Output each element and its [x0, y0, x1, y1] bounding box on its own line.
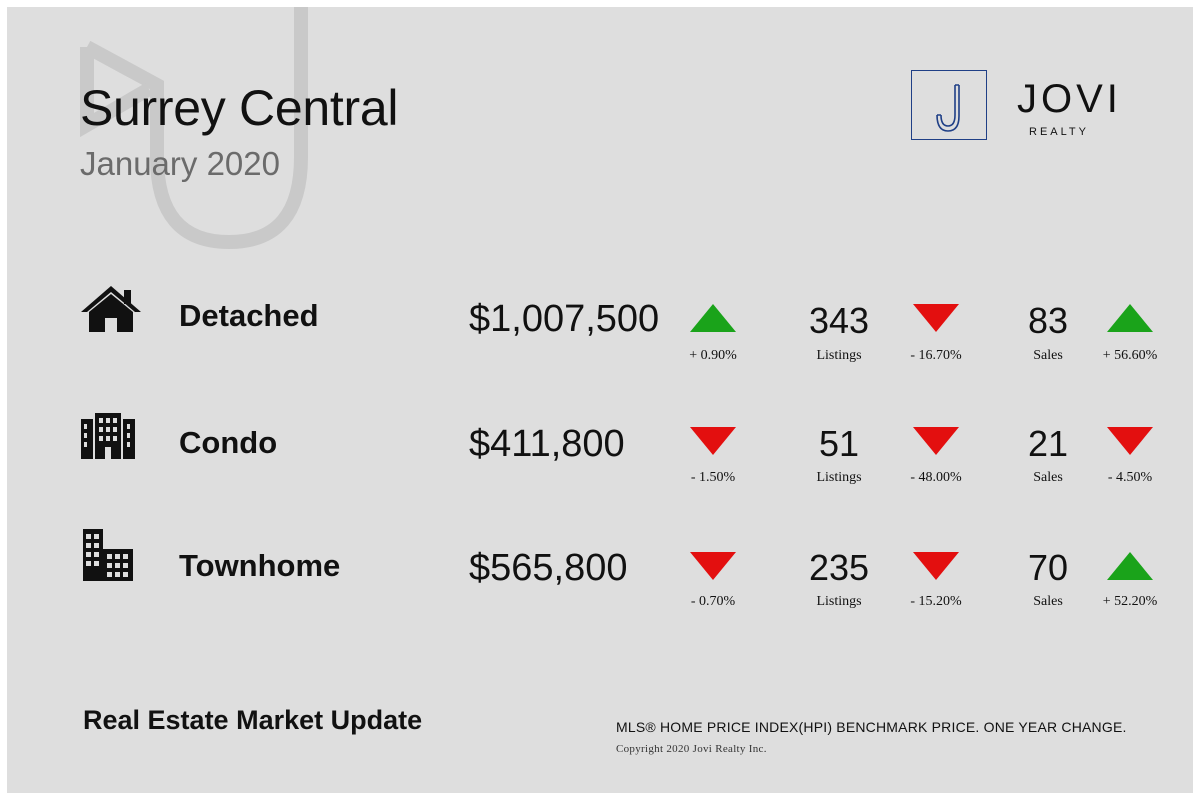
page-subtitle: January 2020 — [80, 145, 280, 182]
listings-count: 235 — [808, 547, 870, 588]
arrow-down-icon — [690, 552, 736, 580]
listings-change-text: - 48.00% — [910, 470, 962, 485]
hpi-note: MLS® HOME PRICE INDEX(HPI) BENCHMARK PRI… — [616, 719, 1127, 735]
arrow-down-icon — [913, 552, 959, 580]
arrow-down-icon — [913, 427, 959, 455]
copyright-text: Copyright 2020 Jovi Realty Inc. — [616, 743, 767, 755]
row-label: Condo — [179, 425, 278, 460]
footer-title: Real Estate Market Update — [83, 705, 423, 735]
price-change-text: - 1.50% — [690, 470, 736, 485]
listings-label: Listings — [816, 470, 862, 485]
sales-label: Sales — [1033, 470, 1063, 485]
logo-box — [911, 70, 987, 140]
price-change-text: + 0.90% — [689, 348, 737, 363]
listings-change-text: - 16.70% — [910, 348, 962, 363]
price-change-text: - 0.70% — [690, 594, 736, 609]
arrow-up-icon — [1107, 552, 1153, 580]
sales-count: 83 — [1027, 300, 1069, 341]
listings-count: 51 — [818, 423, 860, 464]
sales-change-text: + 52.20% — [1102, 594, 1158, 609]
row-label: Detached — [179, 298, 319, 333]
row-label: Townhome — [179, 548, 341, 583]
listings-change-text: - 15.20% — [910, 594, 962, 609]
benchmark-price: $565,800 — [469, 547, 628, 589]
sales-label: Sales — [1033, 348, 1063, 363]
sales-count: 70 — [1027, 547, 1069, 588]
sales-label: Sales — [1033, 594, 1063, 609]
arrow-down-icon — [690, 427, 736, 455]
arrow-up-icon — [1107, 304, 1153, 332]
arrow-down-icon — [1107, 427, 1153, 455]
arrow-up-icon — [690, 304, 736, 332]
page-title: Surrey Central — [80, 80, 399, 136]
logo-subtext: REALTY — [1029, 126, 1089, 138]
benchmark-price: $411,800 — [469, 423, 625, 465]
benchmark-price: $1,007,500 — [469, 298, 660, 340]
listings-label: Listings — [816, 594, 862, 609]
arrow-down-icon — [913, 304, 959, 332]
house-icon — [81, 286, 141, 332]
sales-change-text: - 4.50% — [1107, 470, 1153, 485]
sales-change-text: + 56.60% — [1102, 348, 1158, 363]
j-monogram-icon — [936, 84, 960, 132]
townhome-building-icon — [83, 529, 133, 581]
market-update-card: Surrey Central January 2020 JOVI REALTY … — [7, 7, 1193, 793]
listings-count: 343 — [808, 300, 870, 341]
j-watermark-icon — [80, 7, 308, 250]
sales-count: 21 — [1027, 423, 1069, 464]
condo-building-icon — [81, 413, 135, 459]
logo-wordmark: JOVI — [1017, 77, 1122, 121]
listings-label: Listings — [816, 348, 862, 363]
